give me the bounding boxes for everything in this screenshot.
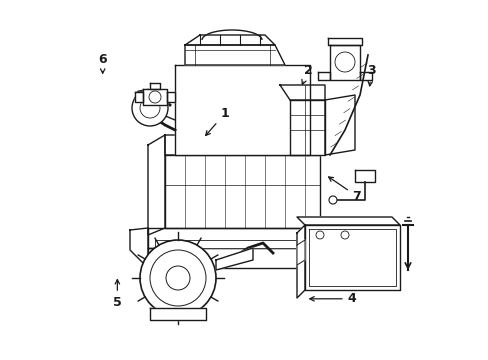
Circle shape [140, 98, 160, 118]
Polygon shape [354, 170, 374, 182]
Polygon shape [296, 225, 305, 298]
Circle shape [132, 90, 168, 126]
Text: 1: 1 [205, 107, 229, 135]
Polygon shape [327, 38, 361, 45]
Circle shape [140, 240, 216, 316]
Circle shape [150, 250, 205, 306]
Circle shape [340, 231, 348, 239]
Polygon shape [150, 308, 205, 320]
Circle shape [165, 266, 190, 290]
Text: 3: 3 [366, 64, 375, 86]
Polygon shape [155, 240, 309, 248]
Polygon shape [164, 135, 319, 155]
Polygon shape [130, 228, 148, 268]
Polygon shape [135, 92, 142, 102]
Polygon shape [150, 83, 160, 89]
Polygon shape [317, 72, 329, 80]
Polygon shape [319, 228, 339, 250]
Polygon shape [296, 217, 399, 225]
Polygon shape [296, 240, 305, 265]
Polygon shape [167, 92, 175, 102]
Text: 4: 4 [309, 292, 356, 305]
Polygon shape [184, 45, 285, 65]
Polygon shape [308, 229, 395, 286]
Polygon shape [148, 228, 319, 248]
Polygon shape [184, 35, 274, 45]
Text: 7: 7 [328, 177, 361, 203]
Text: 5: 5 [113, 280, 122, 309]
Polygon shape [148, 135, 164, 235]
Circle shape [315, 231, 324, 239]
Polygon shape [289, 100, 325, 155]
Polygon shape [164, 155, 319, 228]
Circle shape [328, 196, 336, 204]
Circle shape [149, 91, 161, 103]
Polygon shape [359, 72, 371, 80]
Polygon shape [280, 85, 325, 100]
Polygon shape [216, 248, 252, 270]
Polygon shape [148, 248, 319, 268]
Polygon shape [142, 89, 167, 105]
Polygon shape [329, 45, 359, 80]
Polygon shape [305, 225, 399, 290]
Text: 6: 6 [98, 53, 107, 73]
Polygon shape [325, 95, 354, 155]
Text: 2: 2 [301, 64, 312, 84]
Polygon shape [175, 65, 309, 155]
